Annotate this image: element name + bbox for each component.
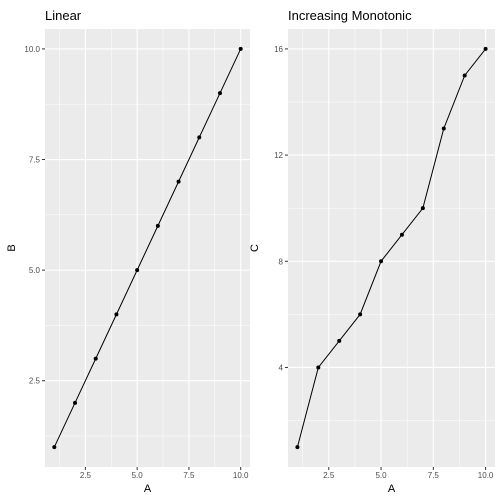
data-point (358, 312, 362, 316)
data-point (114, 312, 118, 316)
data-point (239, 47, 243, 51)
x-tick-label: 2.5 (80, 471, 92, 480)
x-axis-title: A (144, 483, 152, 495)
y-tick-label: 16 (274, 45, 283, 54)
panel-title: Increasing Monotonic (288, 8, 412, 23)
data-point (156, 224, 160, 228)
data-point (421, 206, 425, 210)
data-point (379, 259, 383, 263)
data-point (94, 357, 98, 361)
x-tick-label: 10.0 (478, 471, 494, 480)
data-point (316, 365, 320, 369)
y-tick-label: 4 (279, 363, 284, 372)
x-tick-label: 5.0 (132, 471, 144, 480)
data-point (135, 268, 139, 272)
data-point (52, 445, 56, 449)
data-point (442, 127, 446, 131)
y-tick-label: 8 (279, 257, 284, 266)
data-point (400, 233, 404, 237)
x-tick-label: 10.0 (233, 471, 249, 480)
x-tick-label: 5.0 (375, 471, 387, 480)
panel-title: Linear (45, 8, 82, 23)
y-tick-label: 10.0 (24, 45, 40, 54)
plot-area: 2.5 5.0 7.5 10.0 2.5 5.0 7.5 10.0 (24, 29, 250, 480)
data-point (484, 47, 488, 51)
data-point (218, 91, 222, 95)
x-axis-title: A (388, 483, 396, 495)
y-tick-label: 2.5 (29, 377, 41, 386)
y-axis-title: C (249, 244, 261, 252)
x-tick-label: 7.5 (428, 471, 440, 480)
data-point (73, 401, 77, 405)
x-tick-label: 2.5 (323, 471, 335, 480)
plot-area: 2.5 5.0 7.5 10.0 4 8 12 16 (274, 29, 495, 480)
y-tick-label: 7.5 (29, 156, 41, 165)
x-tick-label: 7.5 (183, 471, 195, 480)
data-point (295, 445, 299, 449)
y-axis-title: B (6, 244, 18, 251)
data-point (463, 73, 467, 77)
y-tick-label: 12 (274, 151, 283, 160)
y-tick-label: 5.0 (29, 266, 41, 275)
data-point (337, 339, 341, 343)
data-point (197, 135, 201, 139)
data-point (177, 180, 181, 184)
